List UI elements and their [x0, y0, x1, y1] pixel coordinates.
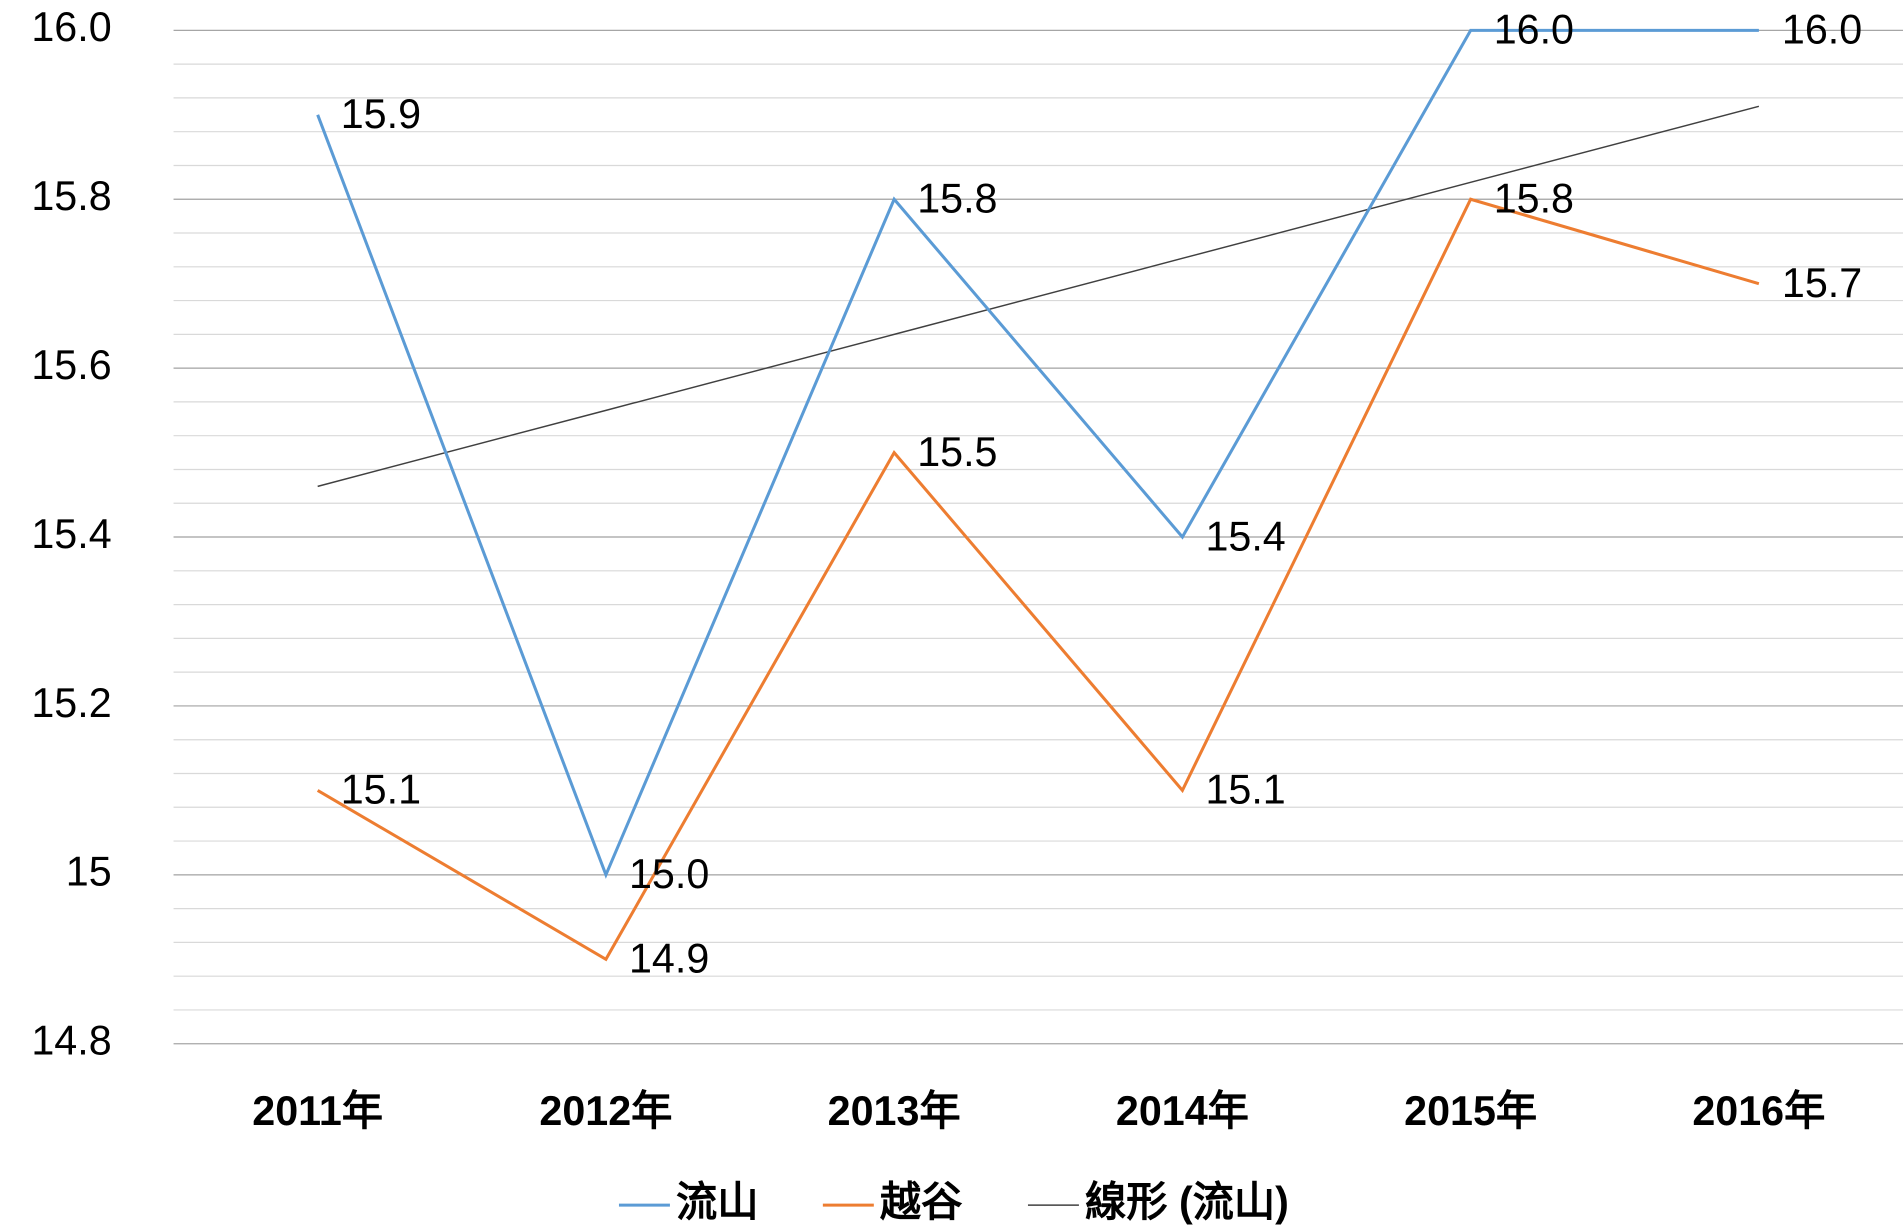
y-tick-label: 15: [66, 849, 112, 895]
y-tick-label: 15.8: [31, 173, 111, 219]
series-line: [316, 197, 1760, 962]
data-label: 16.0: [1782, 7, 1862, 53]
legend-label: 越谷: [880, 1179, 963, 1225]
data-label: 15.9: [341, 91, 421, 137]
data-label: 14.9: [629, 936, 709, 982]
legend-label: 線形 (流山): [1085, 1179, 1289, 1225]
x-tick-label: 2013年: [828, 1088, 961, 1134]
x-tick-label: 2015年: [1404, 1088, 1537, 1134]
y-tick-label: 15.6: [31, 342, 111, 388]
legend-label: 流山: [676, 1179, 759, 1225]
y-tick-label: 16.0: [31, 4, 111, 50]
x-tick-label: 2012年: [539, 1088, 672, 1134]
data-label: 15.0: [629, 851, 709, 897]
y-tick-label: 15.4: [31, 511, 111, 557]
data-label: 15.7: [1782, 260, 1862, 306]
x-tick-label: 2011年: [252, 1088, 383, 1134]
data-label: 15.8: [1494, 176, 1574, 222]
data-label: 15.5: [917, 429, 997, 475]
data-label: 15.1: [1205, 767, 1285, 813]
data-label: 15.8: [917, 176, 997, 222]
data-label: 16.0: [1494, 7, 1574, 53]
y-tick-label: 15.2: [31, 680, 111, 726]
series-line: [316, 28, 1759, 879]
y-tick-label: 14.8: [31, 1018, 111, 1064]
data-label: 15.1: [341, 767, 421, 813]
x-tick-label: 2014年: [1116, 1088, 1249, 1134]
data-label: 15.4: [1205, 513, 1285, 559]
trendline: [317, 105, 1760, 488]
x-tick-label: 2016年: [1692, 1088, 1825, 1134]
